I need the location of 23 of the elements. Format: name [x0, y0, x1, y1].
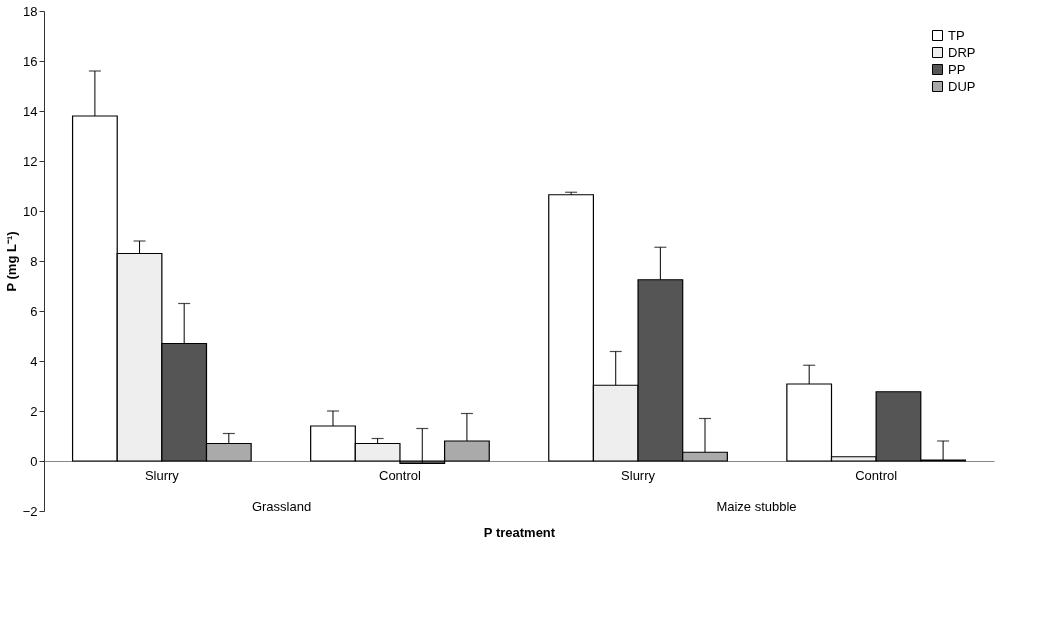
y-tick-label: 0	[30, 453, 38, 469]
annotation: Grassland	[251, 499, 312, 514]
y-tick-label: 8	[30, 253, 38, 269]
y-tick-label: 6	[30, 303, 38, 319]
y-tick-label: 4	[30, 353, 38, 369]
annotation: Maize stubble	[716, 499, 797, 514]
y-tick-label: 14	[23, 103, 38, 119]
y-tick-label: 2	[30, 403, 38, 419]
legend-label: DUP	[948, 78, 976, 94]
y-axis-title: P (mg L⁻¹)	[3, 231, 19, 292]
legend-label: DRP	[948, 44, 976, 60]
x-tick-label: Slurry	[144, 467, 180, 483]
y-tick-label: 12	[23, 153, 38, 169]
legend-label: TP	[948, 27, 965, 43]
y-tick-label: 18	[23, 3, 38, 19]
x-tick-label: Slurry	[621, 467, 656, 483]
x-tick-label: Control	[855, 467, 898, 483]
x-axis-title: P treatment	[483, 524, 556, 540]
y-tick-label: 10	[23, 203, 38, 219]
x-tick-label: Control	[378, 467, 422, 483]
legend-label: PP	[948, 61, 966, 77]
y-tick-label: −2	[22, 503, 38, 519]
y-tick-label: 16	[23, 53, 38, 69]
